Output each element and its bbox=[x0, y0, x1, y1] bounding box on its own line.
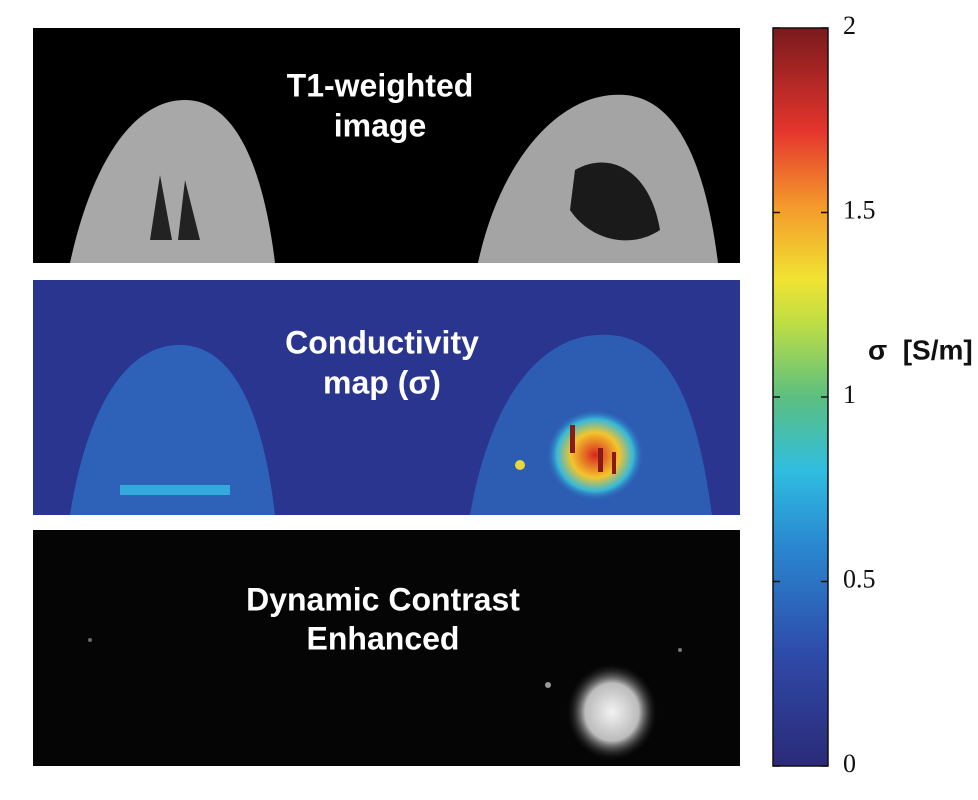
panel-label: image bbox=[334, 107, 426, 143]
colorbar bbox=[772, 27, 829, 767]
colorbar-ticks: 0 0.5 1 1.5 2 bbox=[773, 11, 876, 778]
colorbar-label: σ [S/m] bbox=[868, 334, 973, 365]
panel-label: map (σ) bbox=[323, 364, 441, 400]
tick-label: 1 bbox=[843, 380, 856, 409]
panel-label: Dynamic Contrast bbox=[246, 581, 520, 617]
dce-panel bbox=[33, 530, 740, 766]
tick-label: 0 bbox=[843, 749, 856, 778]
t1-panel bbox=[33, 28, 740, 263]
tick-label: 1.5 bbox=[843, 195, 876, 224]
panel-label: Enhanced bbox=[307, 620, 460, 656]
panel-label: Conductivity bbox=[285, 324, 479, 360]
tick-label: 2 bbox=[843, 11, 856, 40]
tick-label: 0.5 bbox=[843, 564, 876, 593]
panel-label: T1-weighted bbox=[287, 67, 474, 103]
conductivity-panel bbox=[33, 280, 740, 515]
